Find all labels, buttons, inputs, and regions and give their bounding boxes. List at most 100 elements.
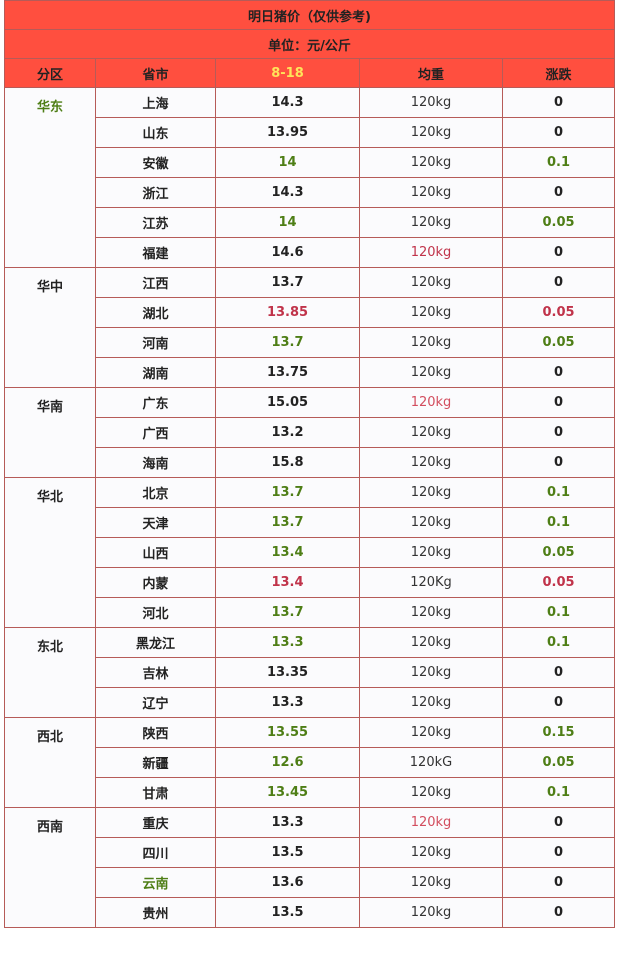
region-cell: 华南 [4, 387, 96, 478]
province-cell: 广东 [95, 387, 216, 418]
change-cell: 0 [501, 897, 616, 928]
price-cell: 13.5 [215, 837, 360, 868]
price-cell: 15.05 [215, 387, 360, 418]
province-cell: 福建 [95, 237, 216, 268]
weight-cell: 120kg [359, 657, 503, 688]
price-cell: 14 [215, 147, 360, 178]
province-cell: 广西 [95, 417, 216, 448]
header-province: 省市 [95, 58, 216, 88]
change-cell: 0 [501, 447, 616, 478]
change-cell: 0.05 [501, 567, 616, 598]
change-cell: 0 [501, 237, 616, 268]
weight-cell: 120kg [359, 147, 503, 178]
price-cell: 13.3 [215, 627, 360, 658]
table-row: 吉林 13.35 120kg 0 [5, 657, 616, 688]
price-cell: 13.2 [215, 417, 360, 448]
table-row: 江苏 14 120kg 0.05 [5, 207, 616, 238]
change-cell: 0 [501, 177, 616, 208]
region-cell: 华中 [4, 267, 96, 388]
price-cell: 13.7 [215, 267, 360, 298]
table-row: 山西 13.4 120kg 0.05 [5, 537, 616, 568]
table-row: 西北 陕西 13.55 120kg 0.15 [4, 717, 616, 808]
price-cell: 13.55 [215, 717, 360, 748]
price-cell: 13.45 [215, 777, 360, 808]
table-row: 华北 北京 13.7 120kg 0.1 [4, 477, 616, 628]
price-cell: 15.8 [215, 447, 360, 478]
header-weight: 均重 [359, 58, 503, 88]
change-cell: 0 [501, 807, 616, 838]
price-cell: 14.6 [215, 237, 360, 268]
change-cell: 0 [501, 387, 616, 418]
price-cell: 14.3 [215, 177, 360, 208]
change-cell: 0.05 [501, 297, 616, 328]
price-cell: 13.5 [215, 897, 360, 928]
change-cell: 0.05 [501, 207, 616, 238]
change-cell: 0.1 [501, 777, 616, 808]
province-cell: 浙江 [95, 177, 216, 208]
price-cell: 13.7 [215, 507, 360, 538]
table-row: 内蒙 13.4 120Kg 0.05 [5, 567, 616, 598]
change-cell: 0 [501, 687, 616, 718]
province-cell: 上海 [95, 87, 216, 118]
table-row: 天津 13.7 120kg 0.1 [5, 507, 616, 538]
change-cell: 0.1 [501, 477, 616, 508]
table-row: 甘肃 13.45 120kg 0.1 [5, 777, 616, 808]
province-cell: 江西 [95, 267, 216, 298]
province-cell: 江苏 [95, 207, 216, 238]
table-row: 山东 13.95 120kg 0 [5, 117, 616, 148]
weight-cell: 120kG [359, 747, 503, 778]
province-cell: 内蒙 [95, 567, 216, 598]
table-row: 华南 广东 15.05 120kg 0 [4, 387, 616, 478]
column-header-row: 分区 省市 8-18 均重 涨跌 [4, 58, 616, 88]
table-row: 新疆 12.6 120kG 0.05 [5, 747, 616, 778]
province-cell: 甘肃 [95, 777, 216, 808]
province-cell: 贵州 [95, 897, 216, 928]
change-cell: 0 [501, 267, 616, 298]
price-table-container: 明日猪价（仅供参考) 单位：元/公斤 分区 省市 8-18 均重 涨跌 华东 上海… [3, 0, 616, 928]
pig-price-table: 明日猪价（仅供参考) 单位：元/公斤 分区 省市 8-18 均重 涨跌 华东 上海… [3, 0, 616, 928]
province-cell: 云南 [95, 867, 216, 898]
price-cell: 14.3 [215, 87, 360, 118]
province-cell: 安徽 [95, 147, 216, 178]
province-cell: 河北 [95, 597, 216, 628]
table-row: 四川 13.5 120kg 0 [5, 837, 616, 868]
change-cell: 0.1 [501, 507, 616, 538]
province-cell: 四川 [95, 837, 216, 868]
table-row: 福建 14.6 120kg 0 [5, 237, 616, 268]
weight-cell: 120kg [359, 537, 503, 568]
province-cell: 重庆 [95, 807, 216, 838]
change-cell: 0.15 [501, 717, 616, 748]
change-cell: 0.05 [501, 537, 616, 568]
table-row: 辽宁 13.3 120kg 0 [5, 687, 616, 718]
change-cell: 0 [501, 657, 616, 688]
weight-cell: 120kg [359, 237, 503, 268]
weight-cell: 120kg [359, 627, 503, 658]
province-cell: 海南 [95, 447, 216, 478]
province-cell: 山东 [95, 117, 216, 148]
weight-cell: 120kg [359, 597, 503, 628]
unit-row: 单位：元/公斤 [3, 29, 616, 59]
province-cell: 山西 [95, 537, 216, 568]
change-cell: 0.1 [501, 627, 616, 658]
province-cell: 吉林 [95, 657, 216, 688]
unit-label: 单位：元/公斤 [3, 29, 616, 59]
price-cell: 13.75 [215, 357, 360, 388]
price-cell: 13.3 [215, 807, 360, 838]
weight-cell: 120kg [359, 507, 503, 538]
weight-cell: 120kg [359, 117, 503, 148]
price-cell: 13.7 [215, 477, 360, 508]
change-cell: 0 [501, 867, 616, 898]
region-cell: 东北 [4, 627, 96, 718]
table-title: 明日猪价（仅供参考) [3, 0, 616, 30]
table-row: 安徽 14 120kg 0.1 [5, 147, 616, 178]
table-row: 河北 13.7 120kg 0.1 [5, 597, 616, 628]
table-row: 海南 15.8 120kg 0 [5, 447, 616, 478]
title-row: 明日猪价（仅供参考) [3, 0, 616, 30]
table-row: 云南 13.6 120kg 0 [5, 867, 616, 898]
weight-cell: 120kg [359, 477, 503, 508]
price-cell: 13.7 [215, 327, 360, 358]
header-change: 涨跌 [501, 58, 616, 88]
table-row: 西南 重庆 13.3 120kg 0 [4, 807, 616, 928]
province-cell: 天津 [95, 507, 216, 538]
price-cell: 13.7 [215, 597, 360, 628]
